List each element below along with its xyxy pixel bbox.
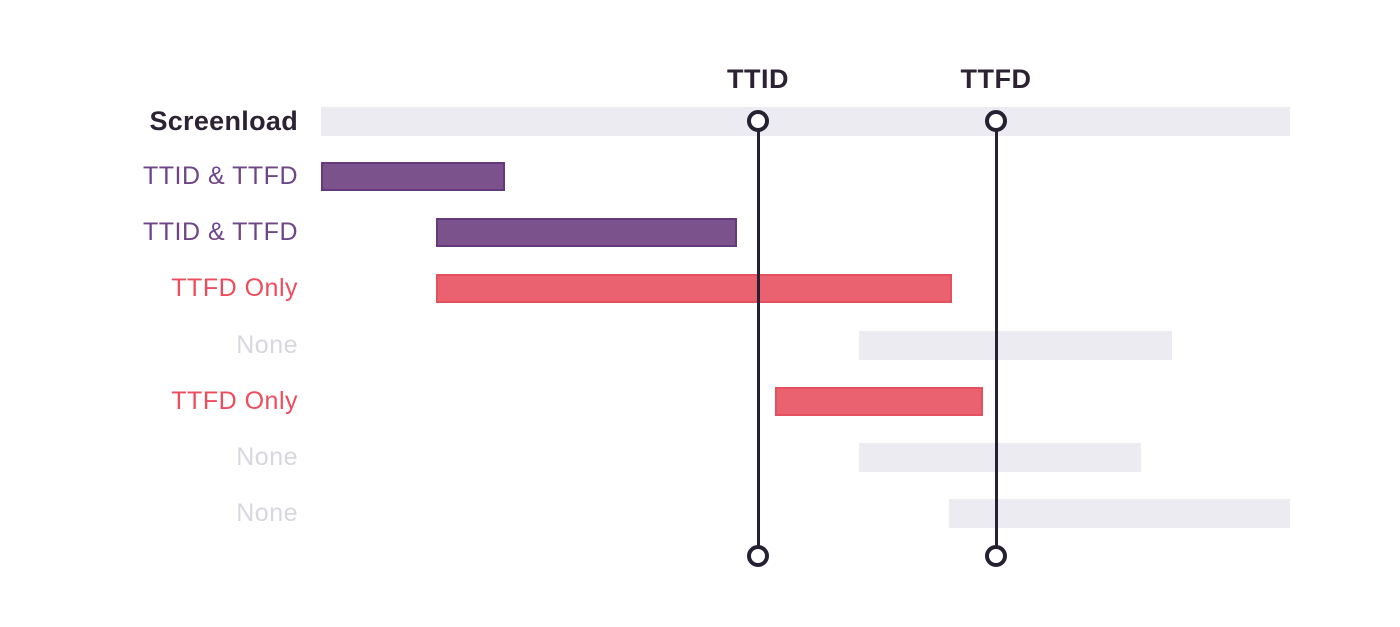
row-label-none-6: None <box>236 443 298 471</box>
span-bar-ttfd-5 <box>775 387 983 416</box>
span-bar-screenload-0 <box>321 107 1290 136</box>
span-bar-both-1 <box>321 162 505 191</box>
marker-circle-top-ttid <box>747 110 769 132</box>
row-label-none-4: None <box>236 331 298 359</box>
marker-line-ttid <box>756 121 760 556</box>
row-label-ttfd-5: TTFD Only <box>171 387 298 415</box>
row-label-both-1: TTID & TTFD <box>142 162 298 190</box>
span-bar-none-4 <box>859 331 1172 360</box>
span-bar-none-6 <box>859 443 1141 472</box>
marker-circle-bottom-ttfd <box>985 545 1007 567</box>
span-bar-none-7 <box>949 499 1290 528</box>
row-label-screenload-0: Screenload <box>149 106 298 136</box>
row-label-ttfd-3: TTFD Only <box>171 274 298 302</box>
span-bar-ttfd-3 <box>436 274 952 303</box>
span-bar-both-2 <box>436 218 737 247</box>
row-label-none-7: None <box>236 499 298 527</box>
marker-line-ttfd <box>994 121 998 556</box>
row-label-both-2: TTID & TTFD <box>142 218 298 246</box>
marker-circle-top-ttfd <box>985 110 1007 132</box>
marker-label-ttfd: TTFD <box>960 64 1032 94</box>
marker-circle-bottom-ttid <box>747 545 769 567</box>
marker-label-ttid: TTID <box>727 64 789 94</box>
